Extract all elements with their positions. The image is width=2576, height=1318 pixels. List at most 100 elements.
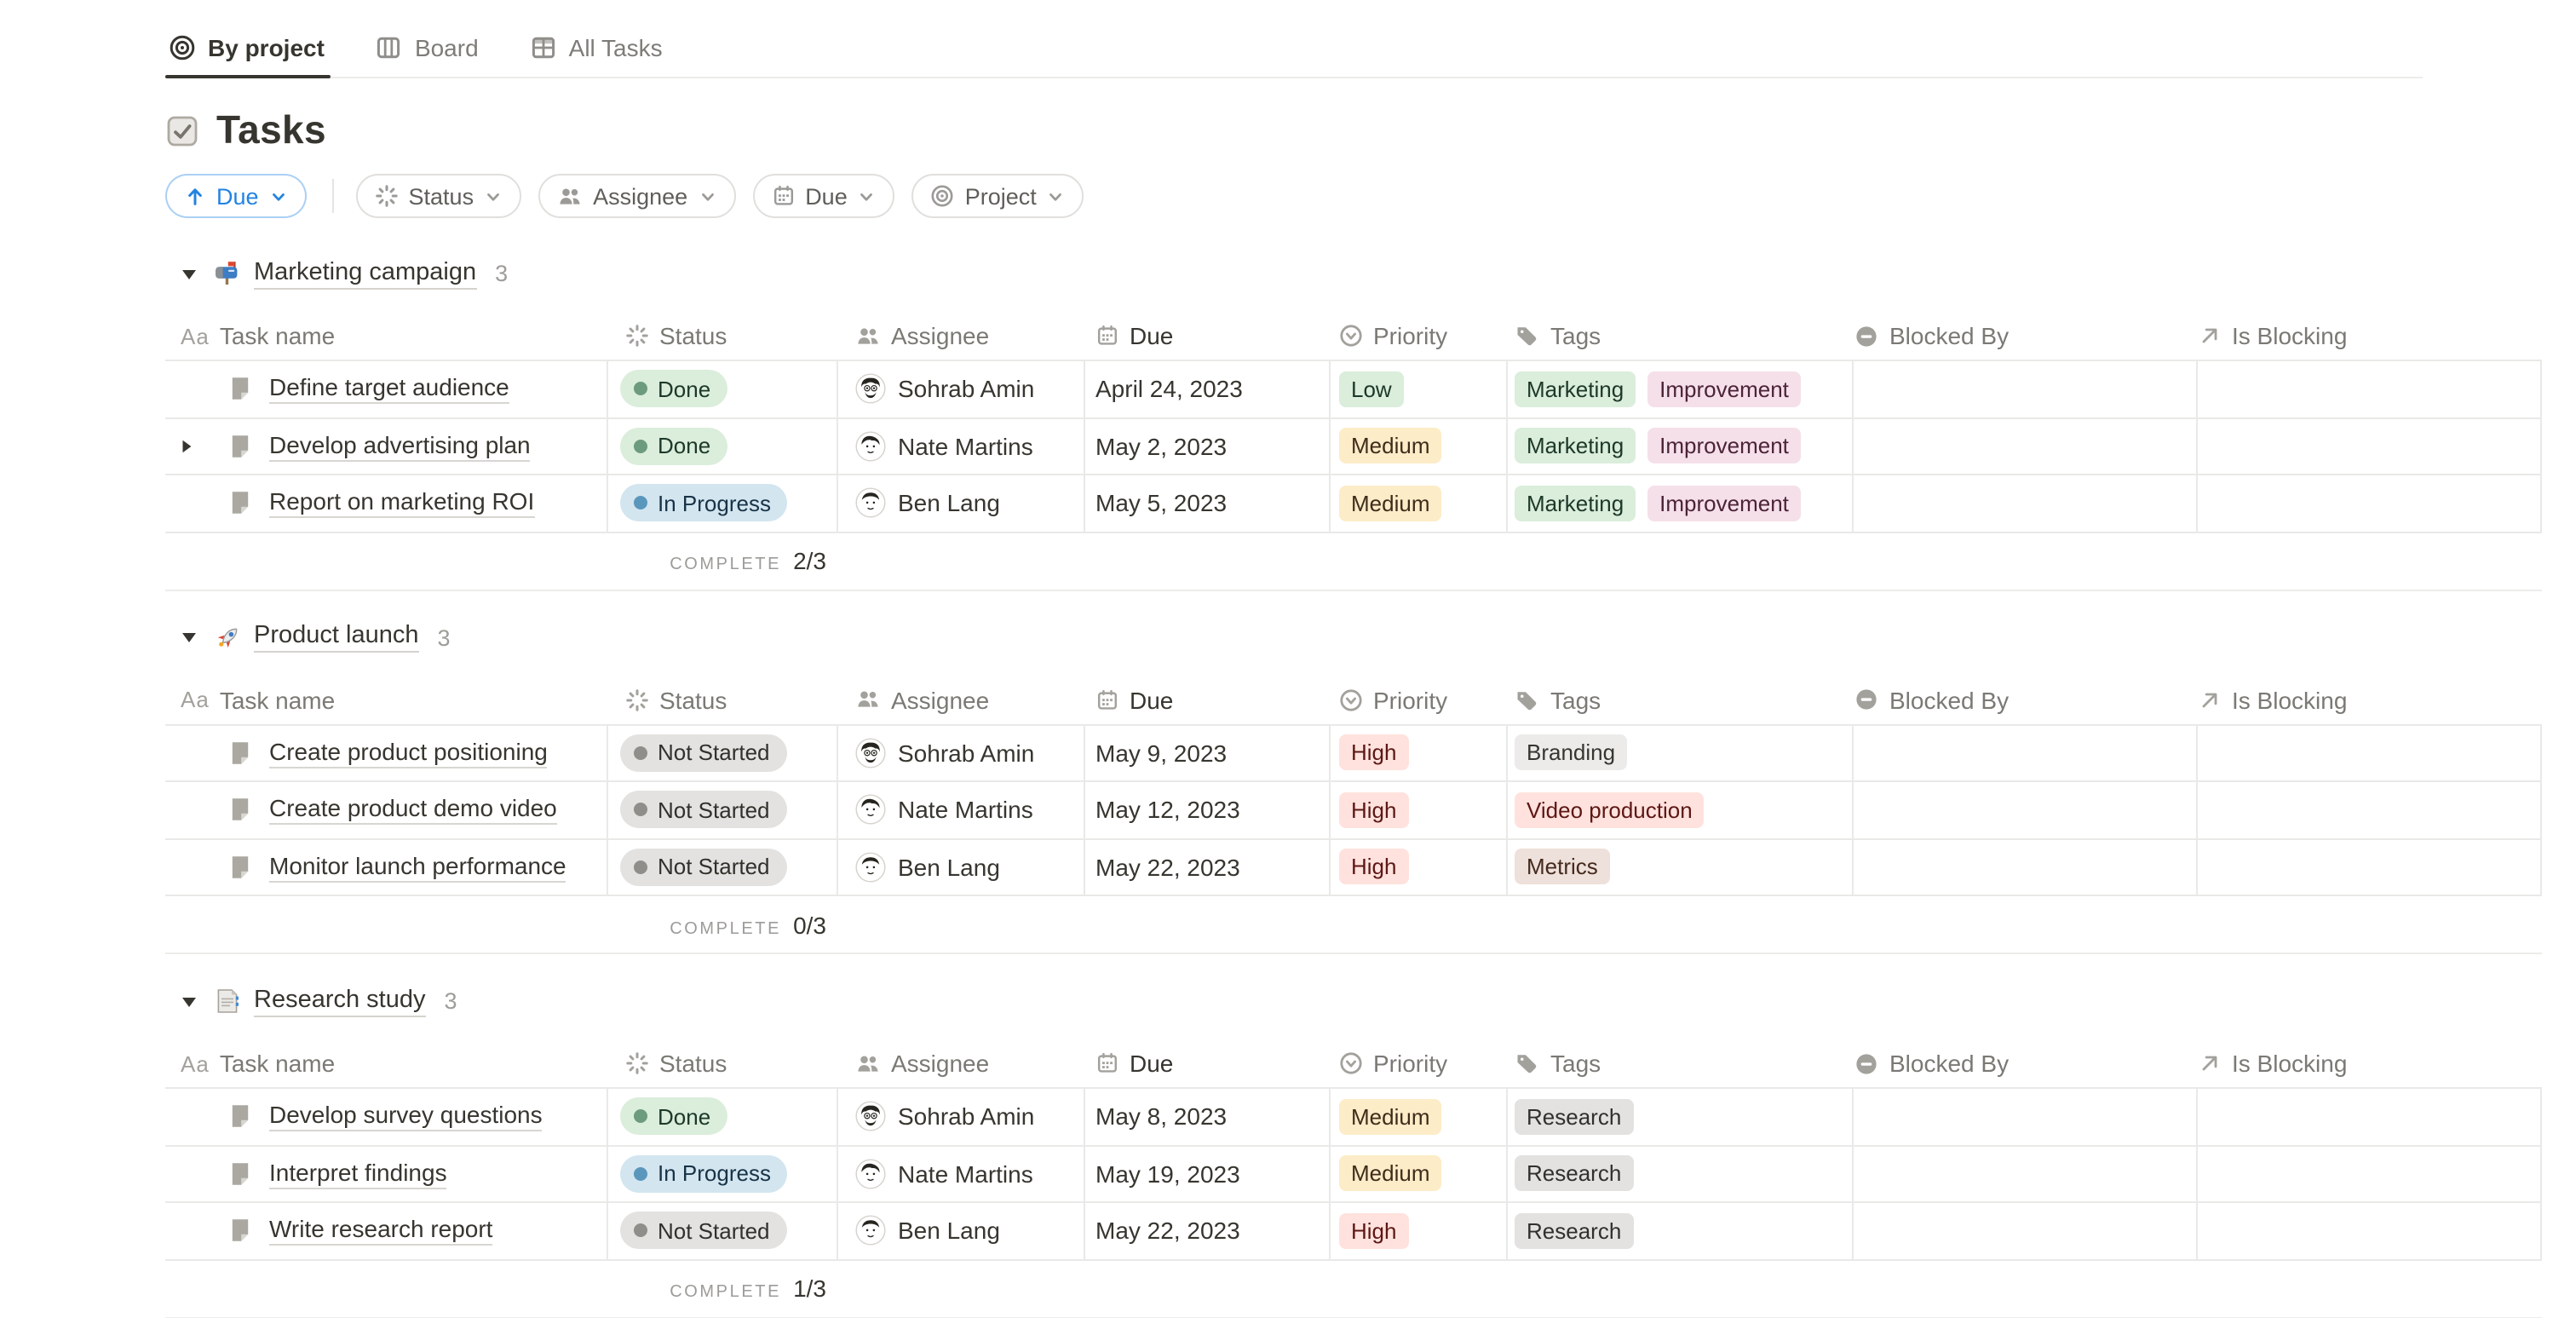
- column-header-is-blocking[interactable]: Is Blocking: [2198, 1039, 2542, 1087]
- column-header-assignee[interactable]: Assignee: [838, 312, 1085, 360]
- tag-pill[interactable]: Research: [1515, 1098, 1634, 1135]
- priority-pill[interactable]: High: [1339, 849, 1409, 885]
- is-blocking-cell[interactable]: [2198, 725, 2542, 780]
- blocked-by-cell[interactable]: [1854, 839, 2198, 895]
- tag-pill[interactable]: Marketing: [1515, 428, 1636, 464]
- blocked-by-cell[interactable]: [1854, 782, 2198, 837]
- due-date[interactable]: April 24, 2023: [1085, 361, 1331, 417]
- column-header-due[interactable]: Due: [1085, 312, 1331, 360]
- table-row[interactable]: Write research report Not Started Ben La…: [165, 1203, 2542, 1260]
- filter-chip-status[interactable]: Status: [355, 174, 522, 218]
- tag-pill[interactable]: Research: [1515, 1212, 1634, 1249]
- column-header-assignee[interactable]: Assignee: [838, 676, 1085, 723]
- task-name-link[interactable]: Create product positioning: [269, 738, 548, 768]
- table-row[interactable]: Monitor launch performance Not Started B…: [165, 839, 2542, 896]
- filter-chip-assignee[interactable]: Assignee: [538, 174, 736, 218]
- task-name-link[interactable]: Interpret findings: [269, 1159, 447, 1189]
- group-name[interactable]: Product launch: [254, 622, 419, 653]
- blocked-by-cell[interactable]: [1854, 725, 2198, 780]
- blocked-by-cell[interactable]: [1854, 475, 2198, 531]
- blocked-by-cell[interactable]: [1854, 1089, 2198, 1144]
- is-blocking-cell[interactable]: [2198, 782, 2542, 837]
- is-blocking-cell[interactable]: [2198, 839, 2542, 895]
- tag-pill[interactable]: Improvement: [1647, 371, 1801, 407]
- tag-pill[interactable]: Improvement: [1647, 428, 1801, 464]
- column-header-task-name[interactable]: Aa Task name: [181, 322, 336, 349]
- status-pill[interactable]: In Progress: [620, 1154, 788, 1193]
- column-header-tags[interactable]: Tags: [1508, 1039, 1854, 1087]
- complete-aggregate[interactable]: COMPLETE 1/3: [165, 1275, 838, 1302]
- task-name-link[interactable]: Create product demo video: [269, 795, 557, 826]
- is-blocking-cell[interactable]: [2198, 475, 2542, 531]
- column-header-status[interactable]: Status: [608, 1039, 838, 1087]
- column-header-status[interactable]: Status: [608, 676, 838, 723]
- due-date[interactable]: May 5, 2023: [1085, 475, 1331, 531]
- column-header-blocked-by[interactable]: Blocked By: [1854, 676, 2198, 723]
- table-row[interactable]: Develop advertising plan Done Nate Marti…: [165, 418, 2542, 475]
- column-header-priority[interactable]: Priority: [1331, 676, 1508, 723]
- complete-aggregate[interactable]: COMPLETE 0/3: [165, 911, 838, 938]
- priority-pill[interactable]: Medium: [1339, 1098, 1442, 1135]
- status-pill[interactable]: Not Started: [620, 734, 787, 772]
- status-pill[interactable]: In Progress: [620, 484, 788, 522]
- blocked-by-cell[interactable]: [1854, 418, 2198, 474]
- due-date[interactable]: May 9, 2023: [1085, 725, 1331, 780]
- due-date[interactable]: May 12, 2023: [1085, 782, 1331, 837]
- column-header-priority[interactable]: Priority: [1331, 1039, 1508, 1087]
- tab-board[interactable]: Board: [372, 34, 486, 77]
- task-name-link[interactable]: Report on marketing ROI: [269, 488, 535, 519]
- is-blocking-cell[interactable]: [2198, 361, 2542, 417]
- table-row[interactable]: Report on marketing ROI In Progress Ben …: [165, 475, 2542, 532]
- column-header-is-blocking[interactable]: Is Blocking: [2198, 312, 2542, 360]
- status-pill[interactable]: Done: [620, 370, 728, 408]
- column-header-is-blocking[interactable]: Is Blocking: [2198, 676, 2542, 723]
- blocked-by-cell[interactable]: [1854, 1203, 2198, 1258]
- task-name-link[interactable]: Monitor launch performance: [269, 852, 566, 883]
- filter-chip-project[interactable]: Project: [911, 174, 1084, 218]
- priority-pill[interactable]: Medium: [1339, 428, 1442, 464]
- is-blocking-cell[interactable]: [2198, 418, 2542, 474]
- sort-chip-due[interactable]: Due: [165, 174, 307, 218]
- column-header-tags[interactable]: Tags: [1508, 312, 1854, 360]
- tag-pill[interactable]: Research: [1515, 1155, 1634, 1192]
- collapse-caret-icon[interactable]: [181, 629, 198, 646]
- tag-pill[interactable]: Marketing: [1515, 485, 1636, 521]
- due-date[interactable]: May 22, 2023: [1085, 839, 1331, 895]
- tag-pill[interactable]: Marketing: [1515, 371, 1636, 407]
- is-blocking-cell[interactable]: [2198, 1203, 2542, 1258]
- column-header-blocked-by[interactable]: Blocked By: [1854, 312, 2198, 360]
- table-row[interactable]: Create product demo video Not Started Na…: [165, 782, 2542, 839]
- priority-pill[interactable]: Medium: [1339, 1155, 1442, 1192]
- due-date[interactable]: May 19, 2023: [1085, 1146, 1331, 1201]
- tag-pill[interactable]: Metrics: [1515, 849, 1610, 885]
- priority-pill[interactable]: High: [1339, 1212, 1409, 1249]
- status-pill[interactable]: Done: [620, 427, 728, 465]
- table-row[interactable]: Interpret findings In Progress Nate Mart…: [165, 1146, 2542, 1203]
- complete-aggregate[interactable]: COMPLETE 2/3: [165, 547, 838, 574]
- due-date[interactable]: May 2, 2023: [1085, 418, 1331, 474]
- column-header-blocked-by[interactable]: Blocked By: [1854, 1039, 2198, 1087]
- tab-all-tasks[interactable]: All Tasks: [526, 34, 670, 77]
- is-blocking-cell[interactable]: [2198, 1146, 2542, 1201]
- status-pill[interactable]: Done: [620, 1097, 728, 1136]
- tab-by-project[interactable]: By project: [165, 34, 332, 78]
- priority-pill[interactable]: High: [1339, 734, 1409, 771]
- column-header-task-name[interactable]: Aa Task name: [181, 686, 336, 713]
- task-name-link[interactable]: Write research report: [269, 1216, 493, 1246]
- expand-caret-icon[interactable]: [179, 439, 194, 454]
- task-name-link[interactable]: Develop survey questions: [269, 1102, 543, 1132]
- task-name-link[interactable]: Define target audience: [269, 374, 509, 405]
- group-name[interactable]: Research study: [254, 986, 426, 1016]
- task-name-link[interactable]: Develop advertising plan: [269, 431, 531, 462]
- table-row[interactable]: Develop survey questions Done Sohrab Ami…: [165, 1089, 2542, 1146]
- is-blocking-cell[interactable]: [2198, 1089, 2542, 1144]
- table-row[interactable]: Create product positioning Not Started S…: [165, 725, 2542, 782]
- filter-chip-due[interactable]: Due: [752, 174, 895, 218]
- column-header-status[interactable]: Status: [608, 312, 838, 360]
- column-header-assignee[interactable]: Assignee: [838, 1039, 1085, 1087]
- due-date[interactable]: May 22, 2023: [1085, 1203, 1331, 1258]
- table-row[interactable]: Define target audience Done Sohrab Amin …: [165, 361, 2542, 418]
- column-header-due[interactable]: Due: [1085, 676, 1331, 723]
- tag-pill[interactable]: Improvement: [1647, 485, 1801, 521]
- blocked-by-cell[interactable]: [1854, 361, 2198, 417]
